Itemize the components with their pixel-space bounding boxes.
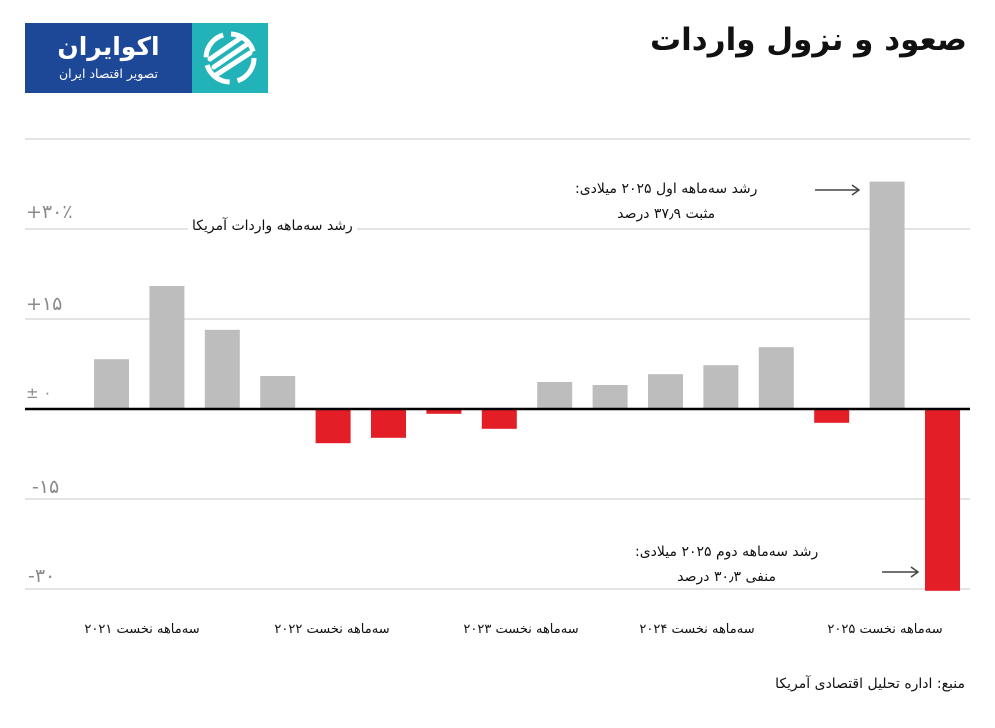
- y-tick-label: -۱۵: [32, 476, 60, 498]
- y-tick-label: ± ۰: [26, 384, 52, 402]
- x-tick-label: سه‌ماهه نخست ۲۰۲۴: [639, 622, 755, 637]
- annotation-line: مثبت ۳۷٫۹ درصد: [617, 206, 716, 222]
- annotation-line: منفی ۳۰٫۳ درصد: [677, 569, 776, 585]
- bar: [814, 409, 850, 423]
- logo-name: اکوایران: [57, 32, 160, 61]
- logo-tagline: تصویر اقتصاد ایران: [58, 66, 159, 81]
- logo: اکوایران تصویر اقتصاد ایران: [25, 23, 268, 93]
- bar: [703, 365, 739, 409]
- y-tick-label: +۱۵: [26, 293, 63, 315]
- annotation-line: رشد سه‌ماهه دوم ۲۰۲۵ میلادی:: [635, 544, 819, 560]
- series-label: رشد سه‌ماهه واردات آمریکا: [188, 214, 357, 239]
- bar: [481, 409, 517, 429]
- bar: [371, 409, 406, 438]
- x-tick-label: سه‌ماهه نخست ۲۰۲۱: [84, 622, 200, 637]
- arrow-icon: [910, 566, 920, 578]
- arrow-icon: [851, 184, 861, 196]
- bar: [648, 374, 683, 409]
- y-tick-label: +۳۰٪: [26, 201, 73, 223]
- bar: [315, 409, 351, 444]
- bar: [149, 286, 185, 409]
- bar: [592, 385, 628, 409]
- x-tick-label: سه‌ماهه نخست ۲۰۲۵: [827, 622, 943, 637]
- x-tick-label: سه‌ماهه نخست ۲۰۲۳: [463, 622, 579, 637]
- annotation-q2-2025: رشد سه‌ماهه دوم ۲۰۲۵ میلادی: منفی ۳۰٫۳ د…: [635, 540, 818, 590]
- chart-title: صعود و نزول واردات: [650, 22, 967, 58]
- annotation-q1-2025: رشد سه‌ماهه اول ۲۰۲۵ میلادی: مثبت ۳۷٫۹ د…: [575, 177, 757, 227]
- source-note: منبع: اداره تحلیل اقتصادی آمریکا: [775, 676, 965, 692]
- bar: [426, 409, 462, 414]
- bar: [204, 329, 240, 409]
- bar: [537, 382, 573, 409]
- bar: [758, 347, 794, 409]
- bar: [925, 409, 960, 591]
- y-tick-label: -۳۰: [28, 565, 56, 587]
- bar: [94, 359, 129, 409]
- annotation-line: رشد سه‌ماهه اول ۲۰۲۵ میلادی:: [575, 181, 758, 197]
- bar: [869, 181, 905, 409]
- x-tick-label: سه‌ماهه نخست ۲۰۲۲: [274, 622, 390, 637]
- logo-text-block: اکوایران تصویر اقتصاد ایران: [25, 23, 192, 93]
- logo-mark-icon: [192, 23, 268, 93]
- bar: [260, 376, 296, 409]
